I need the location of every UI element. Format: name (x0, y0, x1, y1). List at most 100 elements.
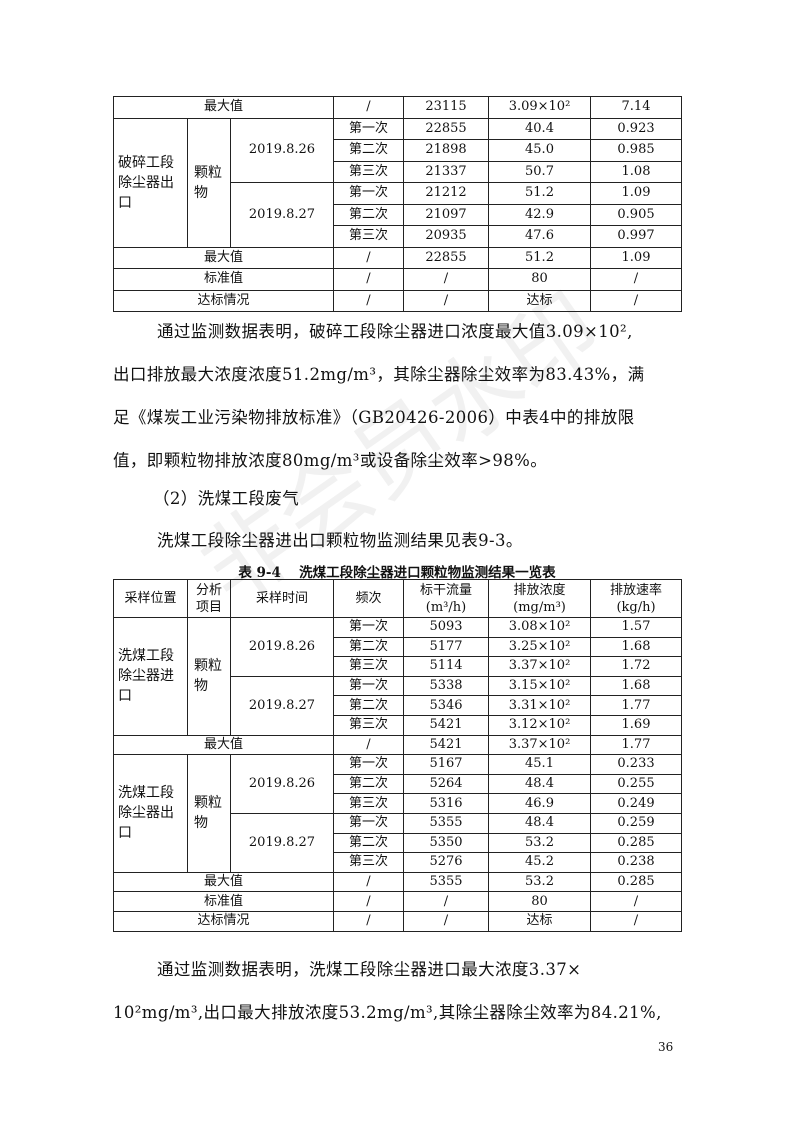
sampling-date: 2019.8.27 (230, 182, 334, 248)
table-caption: 表 9-4 洗煤工段除尘器进口颗粒物监测结果一览表 (238, 565, 556, 581)
summary-row: 达标情况 / / 达标 / (113, 910, 682, 932)
summary-concentration: 达标 (488, 910, 591, 932)
summary-concentration: 达标 (488, 289, 591, 312)
concentration-cell: 45.1 (488, 754, 591, 775)
flow-cell: 5177 (403, 636, 489, 658)
concentration-cell: 42.9 (488, 203, 591, 226)
table-row: 第二次 5350 53.2 0.285 (114, 832, 682, 854)
table-row: 洗煤工段 除尘器进口颗粒物 2019.8.26 第一次 5093 3.08×10² 1.57 (113, 617, 682, 736)
frequency-cell: 第二次 (333, 773, 404, 795)
section-subheading: （2）洗煤工段废气 (113, 477, 683, 520)
summary-row: 标准值 //80/ (113, 891, 682, 912)
concentration-cell: 45.0 (488, 139, 591, 162)
sampling-date: 2019.8.26 (230, 617, 334, 677)
concentration-cell: 3.31×10² (488, 695, 591, 716)
frequency-cell: 第一次 (333, 617, 404, 638)
flow-cell: 21097 (403, 203, 489, 226)
frequency-cell: 第二次 (333, 832, 404, 854)
concentration-cell: 51.2 (488, 182, 591, 205)
frequency-cell: 第一次 (333, 675, 404, 697)
concentration-cell: 3.25×10² (488, 636, 591, 658)
rate-cell: 1.57 (590, 617, 682, 638)
flow-cell: 5114 (403, 656, 489, 677)
summary-frequency: / (333, 289, 404, 312)
frequency-cell: 第三次 (333, 714, 404, 736)
summary-concentration: 53.2 (488, 871, 591, 893)
rate-cell: 1.09 (590, 182, 682, 205)
table-row: 第三次 5421 3.12×10² 1.69 (114, 714, 682, 736)
concentration-cell: 48.4 (488, 812, 591, 834)
column-header: 采样位置 (113, 579, 188, 618)
rate-cell: 0.985 (590, 139, 682, 162)
flow-cell: 5264 (403, 773, 489, 795)
table-row: 洗煤工段 除尘器出口颗粒物 2019.8.26 第一次 5167 45.1 0.233 (113, 754, 682, 873)
summary-label: 最大值 (113, 734, 334, 756)
sampling-location: 洗煤工段 除尘器进口 (113, 617, 188, 736)
column-header: 标干流量 (m³/h) (403, 579, 489, 618)
column-header: 排放速率 (kg/h) (590, 579, 682, 618)
summary-row: 最大值/5421 3.37×10² 1.77 (113, 734, 682, 756)
rate-cell: 1.72 (590, 656, 682, 677)
sampling-location: 洗煤工段 除尘器出口 (113, 754, 188, 873)
summary-flow: 5355 (403, 871, 489, 893)
table-row: 2019.8.27 第一次 5355 48.4 0.259 (114, 812, 682, 873)
summary-label: 达标情况 (113, 910, 334, 932)
summary-label: 达标情况 (113, 289, 334, 312)
summary-frequency: / (333, 871, 404, 893)
header-row: 采样位置 分析项目 采样时间 频次 标干流量 (m³/h) 排放浓度 (mg/m³) 排放速率(… (113, 579, 682, 618)
summary-label: 标准值 (113, 268, 334, 291)
summary-rate: / (590, 289, 682, 312)
flow-cell: 5316 (403, 793, 489, 814)
summary-rate: / (590, 268, 682, 291)
concentration-cell: 47.6 (488, 225, 591, 248)
rate-cell: 0.249 (590, 793, 682, 814)
flow-cell: 22855 (403, 117, 489, 140)
rate-cell: 0.905 (590, 203, 682, 226)
summary-concentration: 80 (488, 268, 591, 291)
column-header: 分析项目 (187, 579, 231, 618)
summary-rate: 1.77 (590, 734, 682, 756)
summary-concentration: 51.2 (488, 246, 591, 269)
frequency-cell: 第一次 (333, 182, 404, 205)
rate-cell: 0.997 (590, 225, 682, 248)
table-row: 破碎工段 除尘器出口颗粒物 2019.8.26 第一次 22855 40.4 0.923 (113, 117, 682, 248)
summary-rate: 1.09 (590, 246, 682, 269)
flow-cell: 20935 (403, 225, 489, 248)
rate-cell: 0.233 (590, 754, 682, 775)
summary-frequency: / (333, 96, 404, 119)
analysis-item: 颗粒物 (187, 117, 231, 248)
paragraph-table-intro: 洗煤工段除尘器进出口颗粒物监测结果见表9-3。 (113, 519, 683, 562)
concentration-cell: 50.7 (488, 160, 591, 183)
summary-label: 标准值 (113, 891, 334, 912)
summary-frequency: / (333, 268, 404, 291)
column-header: 频次 (333, 579, 404, 618)
summary-row: 达标情况 / / 达标 / (113, 289, 682, 312)
rate-cell: 1.77 (590, 695, 682, 716)
summary-rate: 7.14 (590, 96, 682, 119)
rate-cell: 0.238 (590, 852, 682, 873)
paragraph-line: 出口排放最大浓度浓度51.2mg/m³，其除尘器除尘效率为83.43%，满 (113, 365, 645, 384)
summary-flow: 23115 (403, 96, 489, 119)
frequency-cell: 第二次 (333, 139, 404, 162)
concentration-cell: 48.4 (488, 773, 591, 795)
summary-label: 最大值 (113, 871, 334, 893)
rate-cell: 1.69 (590, 714, 682, 736)
flow-cell: 5276 (403, 852, 489, 873)
summary-concentration: 80 (488, 891, 591, 912)
subheading-text: （2）洗煤工段废气 (153, 489, 300, 508)
summary-flow: / (403, 268, 489, 291)
paragraph-washing-conclusion: 通过监测数据表明，洗煤工段除尘器进口最大浓度3.37× 10²mg/m³,出口最… (113, 948, 683, 1034)
frequency-cell: 第三次 (333, 656, 404, 677)
flow-cell: 21212 (403, 182, 489, 205)
table-row: 第三次 5316 46.9 0.249 (114, 793, 682, 814)
concentration-cell: 3.08×10² (488, 617, 591, 638)
column-header: 排放浓度 (mg/m³) (488, 579, 591, 618)
summary-flow: 22855 (403, 246, 489, 269)
rate-cell: 0.285 (590, 832, 682, 854)
table-washing-dust: 采样位置 分析项目 采样时间 频次 标干流量 (m³/h) 排放浓度 (mg/m³) 排放速率(… (113, 579, 682, 932)
flow-cell: 5421 (403, 714, 489, 736)
summary-frequency: / (333, 891, 404, 912)
frequency-cell: 第一次 (333, 117, 404, 140)
sampling-location: 破碎工段 除尘器出口 (113, 117, 188, 248)
